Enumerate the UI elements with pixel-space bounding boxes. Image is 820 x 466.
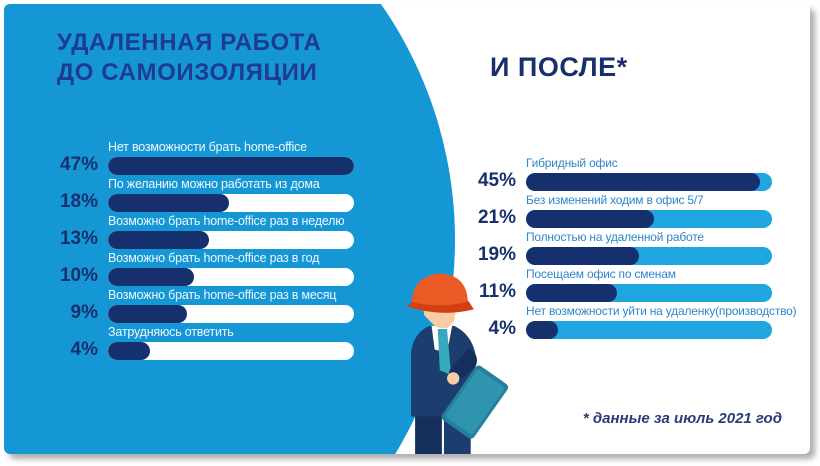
bar-fill xyxy=(108,268,195,286)
bar-column: Полностью на удаленной работе xyxy=(526,228,772,265)
worker-helmet xyxy=(411,273,469,311)
bar-category-label: Нет возможности уйти на удаленку(произво… xyxy=(526,304,797,318)
bar-value-label: 10% xyxy=(59,265,98,286)
bar-column: По желанию можно работать из дома xyxy=(108,175,354,212)
bar-category-label: Посещаем офис по сменам xyxy=(526,267,676,281)
bar-category-label: Нет возможности брать home-office xyxy=(108,140,307,154)
bar-category-label: Возможно брать home-office раз в неделю xyxy=(108,214,345,228)
bar-row: 47% Нет возможности брать home-office xyxy=(50,138,354,175)
bar-column: Гибридный офис xyxy=(526,154,772,191)
left-chart: 47% Нет возможности брать home-office 18% П… xyxy=(50,138,354,360)
bar-fill xyxy=(526,284,618,302)
bar-category-label: Полностью на удаленной работе xyxy=(526,230,704,244)
bar-fill xyxy=(108,194,229,212)
bar-row: 45% Гибридный офис xyxy=(468,154,772,191)
bar-value-label: 19% xyxy=(477,244,516,265)
bar-row: 9% Возможно брать home-office раз в месяц xyxy=(50,286,354,323)
bar-row: 19% Полностью на удаленной работе xyxy=(468,228,772,265)
bar-column: Затрудняюсь ответить xyxy=(108,323,354,360)
right-chart-title: И ПОСЛЕ* xyxy=(490,52,628,82)
left-chart-title-line1: УДАЛЕННАЯ РАБОТА xyxy=(57,29,322,56)
bar-value-label: 4% xyxy=(70,339,98,360)
bar-category-label: По желанию можно работать из дома xyxy=(108,177,320,191)
bar-row: 18% По желанию можно работать из дома xyxy=(50,175,354,212)
bar-value-label: 4% xyxy=(488,318,516,339)
bar-fill xyxy=(526,173,760,191)
worker-clipboard xyxy=(441,365,509,439)
bar-fill xyxy=(526,210,654,228)
worker-leg xyxy=(415,412,442,454)
bar-track xyxy=(526,173,772,191)
bar-track xyxy=(526,284,772,302)
bar-track xyxy=(108,157,354,175)
bar-fill xyxy=(108,305,187,323)
worker-helmet-brim xyxy=(406,301,474,313)
bar-column: Нет возможности уйти на удаленку(произво… xyxy=(526,302,797,339)
bar-value-label: 13% xyxy=(59,228,98,249)
bar-value-label: 45% xyxy=(477,170,516,191)
bar-value-label: 21% xyxy=(477,207,516,228)
bar-column: Посещаем офис по сменам xyxy=(526,265,772,302)
bar-track xyxy=(526,210,772,228)
bar-row: 4% Затрудняюсь ответить xyxy=(50,323,354,360)
bar-value-label: 9% xyxy=(70,302,98,323)
bar-fill xyxy=(108,231,209,249)
bar-column: Возможно брать home-office раз в год xyxy=(108,249,354,286)
bar-track xyxy=(108,231,354,249)
bar-category-label: Затрудняюсь ответить xyxy=(108,325,234,339)
bar-track xyxy=(108,305,354,323)
bar-column: Возможно брать home-office раз в месяц xyxy=(108,286,354,323)
bar-value-label: 18% xyxy=(59,191,98,212)
left-chart-title-line2: ДО САМОИЗОЛЯЦИИ xyxy=(57,59,318,86)
bar-fill xyxy=(108,157,354,175)
bar-row: 4% Нет возможности уйти на удаленку(произ… xyxy=(468,302,797,339)
bar-fill xyxy=(526,247,640,265)
left-chart-title: УДАЛЕННАЯ РАБОТА ДО САМОИЗОЛЯЦИИ xyxy=(57,28,321,88)
bar-column: Без изменений ходим в офис 5/7 xyxy=(526,191,772,228)
blue-circle-shape xyxy=(4,4,455,454)
bar-category-label: Возможно брать home-office раз в год xyxy=(108,251,320,265)
bar-track xyxy=(108,268,354,286)
bar-row: 13% Возможно брать home-office раз в неде… xyxy=(50,212,354,249)
bar-category-label: Без изменений ходим в офис 5/7 xyxy=(526,193,704,207)
bar-category-label: Возможно брать home-office раз в месяц xyxy=(108,288,337,302)
bar-fill xyxy=(108,342,150,360)
bar-row: 21% Без изменений ходим в офис 5/7 xyxy=(468,191,772,228)
infographic-card: УДАЛЕННАЯ РАБОТА ДО САМОИЗОЛЯЦИИ И ПОСЛЕ… xyxy=(4,4,810,454)
bar-track xyxy=(108,342,354,360)
bar-row: 10% Возможно брать home-office раз в год xyxy=(50,249,354,286)
bar-value-label: 47% xyxy=(59,154,98,175)
bar-column: Нет возможности брать home-office xyxy=(108,138,354,175)
bar-track xyxy=(526,321,772,339)
bar-row: 11% Посещаем офис по сменам xyxy=(468,265,772,302)
bar-category-label: Гибридный офис xyxy=(526,156,618,170)
bar-track xyxy=(108,194,354,212)
worker-illustration xyxy=(406,273,509,454)
bar-track xyxy=(526,247,772,265)
worker-hand xyxy=(447,372,460,385)
footnote: * данные за июль 2021 год xyxy=(582,410,782,427)
bar-column: Возможно брать home-office раз в неделю xyxy=(108,212,354,249)
worker-tie xyxy=(437,328,452,376)
right-chart: 45% Гибридный офис 21% Без изменений ходим … xyxy=(468,154,797,339)
bar-value-label: 11% xyxy=(479,281,516,302)
bar-fill xyxy=(526,321,558,339)
